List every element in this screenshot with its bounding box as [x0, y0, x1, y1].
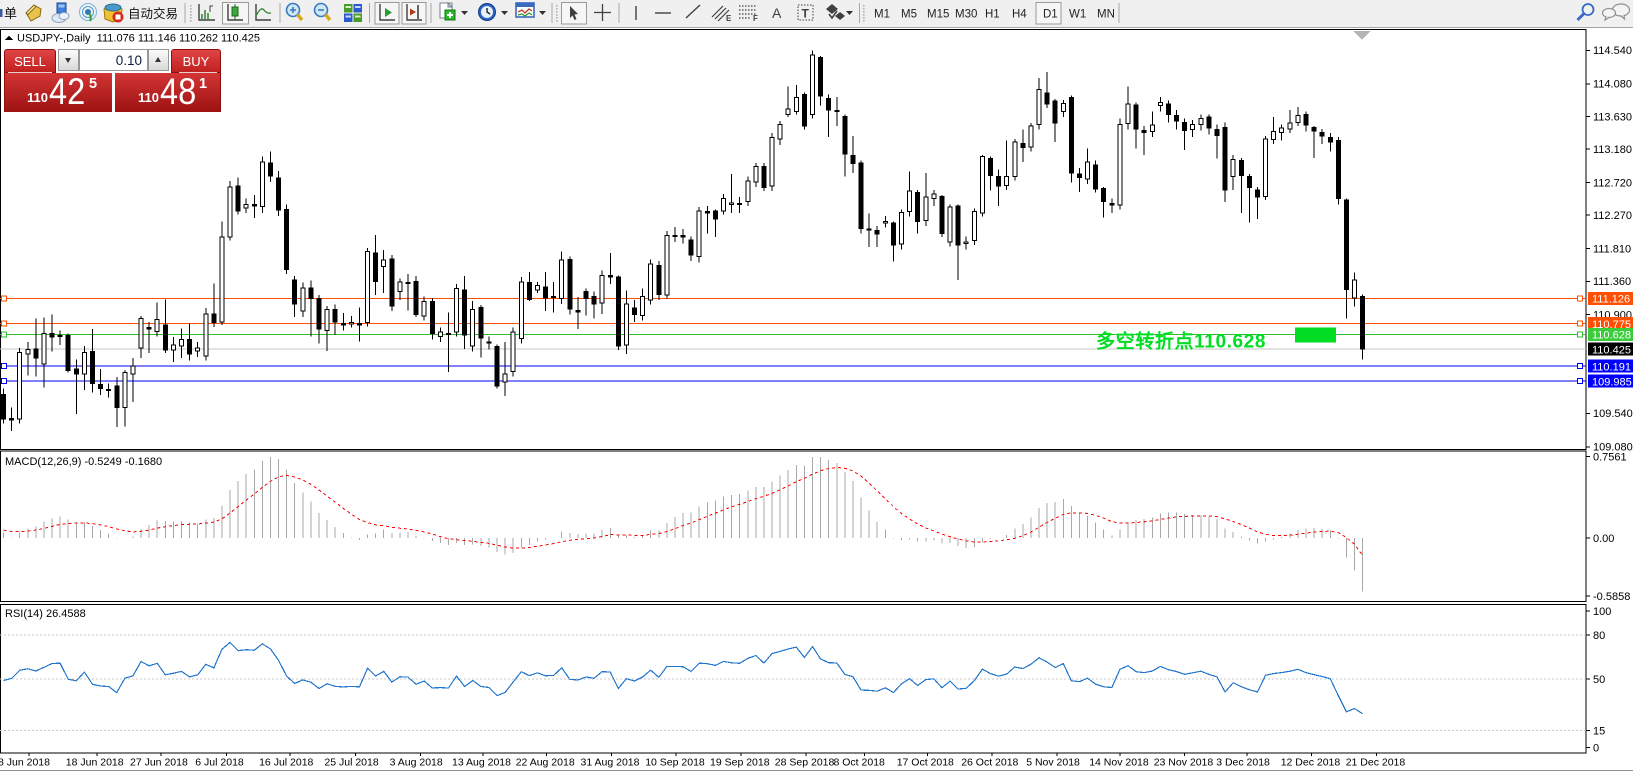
- svg-text:113.630: 113.630: [1593, 111, 1632, 123]
- svg-text:27 Jun 2018: 27 Jun 2018: [130, 757, 188, 769]
- svg-text:RSI(14) 26.4588: RSI(14) 26.4588: [5, 608, 86, 620]
- svg-text:MN: MN: [1097, 9, 1115, 21]
- svg-text:110.425: 110.425: [1592, 344, 1631, 356]
- svg-text:109.540: 109.540: [1593, 408, 1633, 420]
- svg-text:100: 100: [1593, 606, 1611, 618]
- svg-text:10 Sep 2018: 10 Sep 2018: [645, 757, 705, 769]
- svg-text:6 Jul 2018: 6 Jul 2018: [195, 757, 244, 769]
- svg-text:109.985: 109.985: [1592, 376, 1632, 388]
- svg-text:0.00: 0.00: [1593, 533, 1614, 545]
- svg-text:A: A: [772, 5, 782, 21]
- svg-text:H1: H1: [985, 9, 1000, 21]
- svg-text:12 Dec 2018: 12 Dec 2018: [1281, 757, 1341, 769]
- svg-text:M30: M30: [955, 9, 977, 21]
- svg-text:自动交易: 自动交易: [128, 6, 178, 21]
- svg-text:-0.5858: -0.5858: [1593, 591, 1630, 603]
- svg-text:5 Nov 2018: 5 Nov 2018: [1026, 757, 1080, 769]
- svg-text:单: 单: [4, 6, 17, 21]
- svg-text:26 Oct 2018: 26 Oct 2018: [961, 757, 1018, 769]
- svg-text:M1: M1: [874, 9, 890, 21]
- svg-text:113.180: 113.180: [1593, 144, 1632, 156]
- svg-text:D1: D1: [1043, 9, 1058, 21]
- svg-text:16 Jul 2018: 16 Jul 2018: [259, 757, 313, 769]
- svg-text:111.126: 111.126: [1592, 293, 1630, 305]
- svg-text:0.7561: 0.7561: [1593, 451, 1627, 463]
- svg-text:M15: M15: [927, 9, 949, 21]
- svg-text:E: E: [726, 14, 732, 23]
- svg-text:31 Aug 2018: 31 Aug 2018: [581, 757, 640, 769]
- svg-text:19 Sep 2018: 19 Sep 2018: [710, 757, 770, 769]
- svg-text:3 Aug 2018: 3 Aug 2018: [390, 757, 443, 769]
- svg-text:14 Nov 2018: 14 Nov 2018: [1089, 757, 1149, 769]
- svg-text:28 Sep 2018: 28 Sep 2018: [775, 757, 835, 769]
- svg-text:18 Jun 2018: 18 Jun 2018: [66, 757, 124, 769]
- svg-text:15: 15: [1593, 725, 1605, 737]
- svg-text:8 Jun 2018: 8 Jun 2018: [0, 757, 50, 769]
- svg-text:F: F: [753, 14, 758, 23]
- svg-text:80: 80: [1593, 630, 1605, 642]
- svg-text:3 Dec 2018: 3 Dec 2018: [1216, 757, 1270, 769]
- svg-text:50: 50: [1593, 674, 1605, 686]
- svg-text:114.540: 114.540: [1593, 45, 1632, 57]
- svg-text:13 Aug 2018: 13 Aug 2018: [452, 757, 511, 769]
- svg-text:21 Dec 2018: 21 Dec 2018: [1346, 757, 1406, 769]
- svg-text:USDJPY-,Daily 111.076 111.146: USDJPY-,Daily 111.076 111.146 110.262 11…: [17, 33, 260, 45]
- svg-text:109.080: 109.080: [1593, 442, 1633, 454]
- svg-text:25 Jul 2018: 25 Jul 2018: [324, 757, 378, 769]
- svg-text:8 Oct 2018: 8 Oct 2018: [834, 757, 886, 769]
- svg-text:T: T: [802, 7, 810, 21]
- svg-text:110.628: 110.628: [1592, 330, 1631, 342]
- svg-text:110.191: 110.191: [1592, 361, 1631, 373]
- svg-text:114.080: 114.080: [1593, 79, 1632, 91]
- svg-text:23 Nov 2018: 23 Nov 2018: [1154, 757, 1214, 769]
- svg-text:112.720: 112.720: [1593, 177, 1632, 189]
- svg-text:W1: W1: [1069, 9, 1086, 21]
- svg-text:M5: M5: [901, 9, 917, 21]
- svg-text:17 Oct 2018: 17 Oct 2018: [897, 757, 954, 769]
- svg-text:H4: H4: [1012, 9, 1027, 21]
- svg-text:MACD(12,26,9) -0.5249 -0.1680: MACD(12,26,9) -0.5249 -0.1680: [5, 456, 162, 468]
- svg-text:多空转折点110.628: 多空转折点110.628: [1096, 330, 1266, 353]
- svg-text:22 Aug 2018: 22 Aug 2018: [516, 757, 575, 769]
- svg-text:112.270: 112.270: [1593, 210, 1632, 222]
- svg-text:111.810: 111.810: [1593, 243, 1631, 255]
- svg-text:0: 0: [1593, 742, 1599, 754]
- svg-text:111.360: 111.360: [1593, 276, 1631, 288]
